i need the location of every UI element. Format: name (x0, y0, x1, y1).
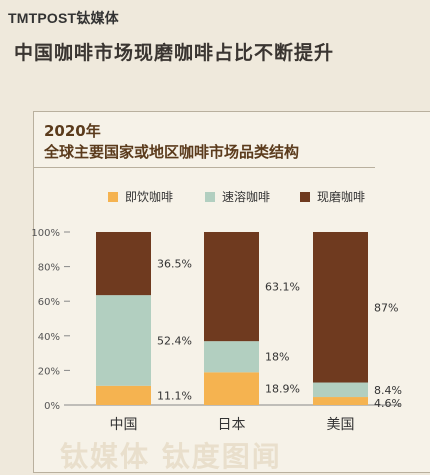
bar-segment (313, 382, 368, 398)
x-tick-label: 中国 (110, 417, 138, 433)
x-tick-label: 日本 (218, 417, 246, 433)
data-label: 4.6% (374, 397, 402, 410)
chart-subtitle: 全球主要国家或地区咖啡市场品类结构 (44, 143, 300, 161)
subtitle-box (33, 111, 375, 168)
y-tick-label: 60% (38, 297, 60, 308)
stacked-bar-chart: 即饮咖啡 速溶咖啡 现磨咖啡 0% 20% 40% 60% 80% 100% 中国 日本 美国 1… (31, 189, 402, 433)
bar-segment (204, 372, 259, 405)
legend-label: 速溶咖啡 (222, 189, 270, 204)
brand-logo: TMTPOST钛媒体 (8, 10, 119, 26)
legend-swatch (300, 192, 310, 202)
bar-segment (96, 385, 151, 405)
data-label: 18.9% (265, 383, 300, 396)
bars (96, 232, 368, 405)
bar-segment (96, 295, 151, 386)
legend-label: 即饮咖啡 (125, 189, 173, 204)
page-title: 中国咖啡市场现磨咖啡占比不断提升 (14, 42, 335, 64)
y-tick-label: 0% (44, 401, 60, 412)
data-labels: 11.1% 52.4% 36.5% 18.9% 18% 63.1% 4.6%8.4% 87% (157, 258, 402, 410)
y-tick-label: 100% (31, 228, 60, 239)
data-label: 36.5% (157, 258, 192, 271)
bar-segment (313, 397, 368, 405)
data-label: 11.1% (157, 389, 192, 402)
legend-swatch (205, 192, 215, 202)
chart-legend: 即饮咖啡 速溶咖啡 现磨咖啡 (108, 189, 365, 204)
data-label: 63.1% (265, 281, 300, 294)
legend-swatch (108, 192, 118, 202)
y-tick-label: 20% (38, 366, 60, 377)
bar-segment (313, 232, 368, 383)
y-tick-label: 40% (38, 332, 60, 343)
bar-segment (204, 232, 259, 342)
legend-label: 现磨咖啡 (317, 189, 365, 204)
data-label: 8.4% (374, 384, 402, 397)
watermark: 钛媒体 钛度图闻 (60, 440, 282, 473)
chart-year: 2020年 (44, 122, 101, 140)
bar-segment (96, 232, 151, 296)
data-label: 87% (374, 301, 398, 314)
x-axis: 中国 日本 美国 (110, 417, 355, 433)
x-tick-label: 美国 (327, 417, 355, 433)
bar-segment (204, 341, 259, 373)
data-label: 18% (265, 351, 289, 364)
y-tick-label: 80% (38, 263, 60, 274)
data-label: 52.4% (157, 334, 192, 347)
